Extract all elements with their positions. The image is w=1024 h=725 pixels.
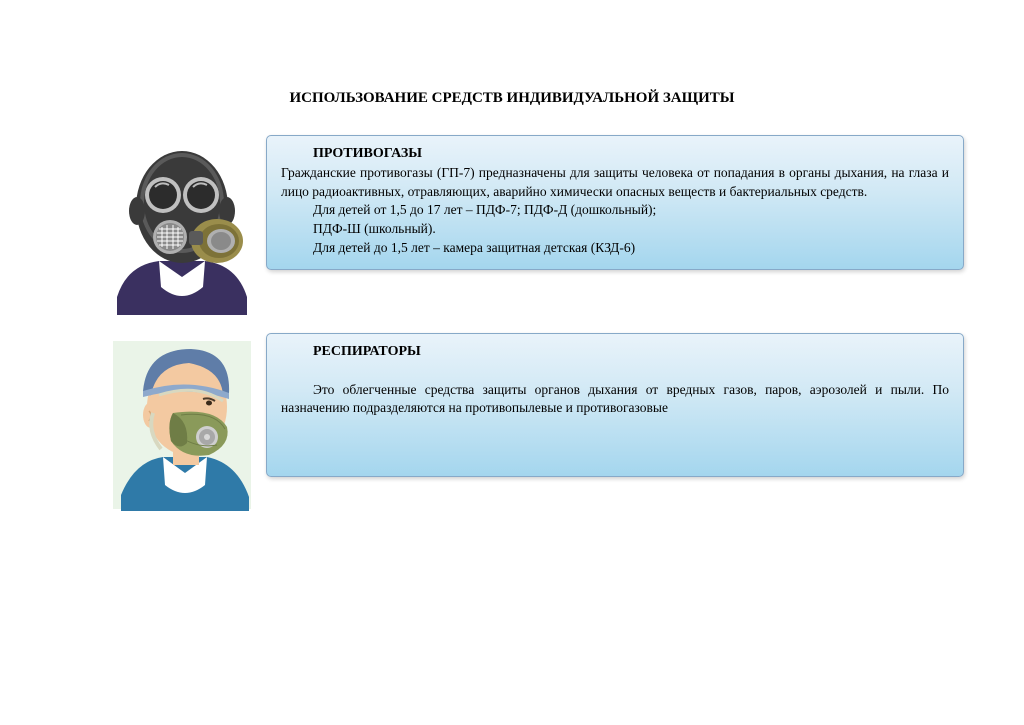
gas-mask-body: Гражданские противогазы (ГП-7) предназна… <box>281 164 949 257</box>
respirator-padding <box>281 418 949 464</box>
gas-mask-para-3: ПДФ-Ш (школьный). <box>281 220 949 239</box>
gas-mask-icon <box>107 137 257 315</box>
respirator-heading: РЕСПИРАТОРЫ <box>281 344 949 360</box>
respirator-para-1: Это облегченные средства защиты органов … <box>281 381 949 418</box>
gas-mask-illustration <box>98 135 266 315</box>
respirator-illustration <box>98 333 266 515</box>
section-respirator: РЕСПИРАТОРЫ Это облегченные средства защ… <box>98 333 964 515</box>
respirator-icon <box>107 335 257 515</box>
gas-mask-heading: ПРОТИВОГАЗЫ <box>281 146 949 162</box>
gas-mask-para-1: Гражданские противогазы (ГП-7) предназна… <box>281 164 949 201</box>
section-gas-mask: ПРОТИВОГАЗЫ Гражданские противогазы (ГП-… <box>98 135 964 315</box>
gas-mask-panel: ПРОТИВОГАЗЫ Гражданские противогазы (ГП-… <box>266 135 964 270</box>
page-title: ИСПОЛЬЗОВАНИЕ СРЕДСТВ ИНДИВИДУАЛЬНОЙ ЗАЩ… <box>0 0 1024 135</box>
gas-mask-para-2: Для детей от 1,5 до 17 лет – ПДФ-7; ПДФ-… <box>281 201 949 220</box>
respirator-blank-line <box>281 362 949 381</box>
gas-mask-para-4: Для детей до 1,5 лет – камера защитная д… <box>281 239 949 258</box>
respirator-body: Это облегченные средства защиты органов … <box>281 362 949 464</box>
respirator-panel: РЕСПИРАТОРЫ Это облегченные средства защ… <box>266 333 964 477</box>
